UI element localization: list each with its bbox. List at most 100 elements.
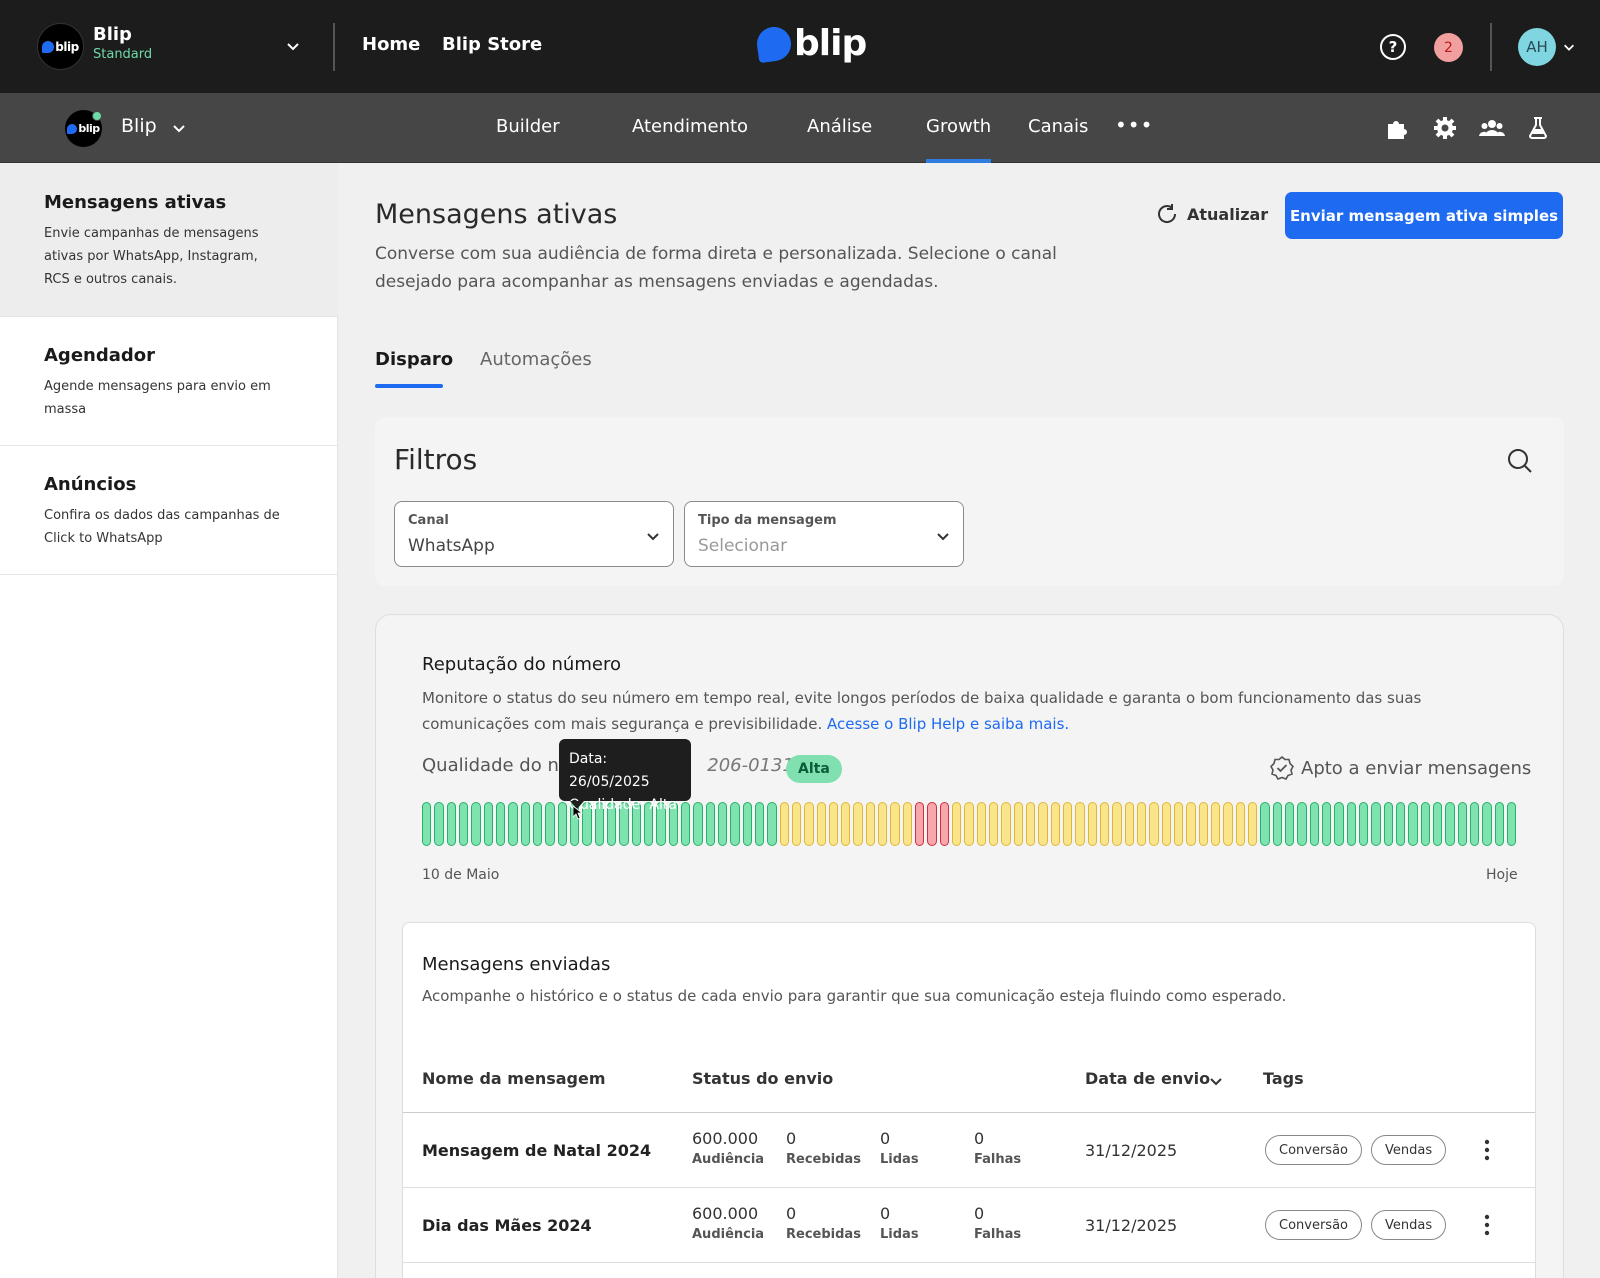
gear-icon[interactable] [1432,115,1458,141]
quality-bar-media[interactable] [1087,802,1098,846]
tipo-mensagem-select[interactable]: Tipo da mensagem Selecionar [684,501,964,567]
quality-bar-alta[interactable] [1395,802,1406,846]
quality-bar-alta[interactable] [532,802,543,846]
quality-bar-alta[interactable] [754,802,765,846]
quality-bar-media[interactable] [1223,802,1233,846]
quality-bar-media[interactable] [1186,802,1196,846]
tab-atendimento[interactable]: Atendimento [632,116,749,137]
chevron-down-icon[interactable] [171,120,187,136]
quality-bar-alta[interactable] [1284,802,1295,846]
quality-bar-media[interactable] [1198,802,1208,846]
quality-bar-alta[interactable] [434,802,444,846]
quality-bar-media[interactable] [841,802,851,846]
flask-icon[interactable] [1525,115,1551,141]
quality-bar-alta[interactable] [631,802,641,846]
quality-bar-alta[interactable] [767,802,777,846]
quality-bar-media[interactable] [779,802,789,846]
quality-bar-alta[interactable] [680,802,691,846]
org-logo[interactable]: blip [37,23,84,70]
quality-bar-media[interactable] [952,802,962,846]
tab-disparo[interactable]: Disparo [375,349,454,370]
quality-bar-media[interactable] [791,802,802,846]
quality-bar-media[interactable] [1075,802,1085,846]
quality-bar-media[interactable] [878,802,888,846]
quality-bar-baixa[interactable] [915,802,925,846]
send-simple-active-message-button[interactable]: Enviar mensagem ativa simples [1285,192,1563,239]
quality-bar-alta[interactable] [1408,802,1418,846]
quality-bar-media[interactable] [976,802,987,846]
quality-bar-alta[interactable] [1469,802,1480,846]
quality-bar-alta[interactable] [594,802,604,846]
quality-bar-alta[interactable] [742,802,752,846]
column-header-date[interactable]: Data de envio [1085,1069,1211,1088]
avatar[interactable]: AH [1518,28,1556,66]
quality-bar-baixa[interactable] [927,802,937,846]
more-icon[interactable]: ••• [1115,113,1154,137]
sidebar-item-mensagens-ativas[interactable]: Mensagens ativas Envie campanhas de mens… [0,164,338,317]
more-vertical-icon[interactable] [1483,1214,1491,1236]
quality-bar-media[interactable] [989,802,999,846]
quality-bar-alta[interactable] [458,802,469,846]
quality-bar-alta[interactable] [1260,802,1270,846]
more-vertical-icon[interactable] [1483,1139,1491,1161]
quality-bar-media[interactable] [1013,802,1024,846]
quality-bar-media[interactable] [804,802,814,846]
tab-builder[interactable]: Builder [496,116,560,137]
bot-name[interactable]: Blip [121,115,157,137]
tab-automacoes[interactable]: Automações [480,349,592,370]
quality-bar-alta[interactable] [1383,802,1393,846]
quality-bar-alta[interactable] [422,802,432,846]
help-circle-icon[interactable]: ? [1380,34,1406,60]
quality-bar-media[interactable] [1149,802,1159,846]
sidebar-item-agendador[interactable]: Agendador Agende mensagens para envio em… [0,317,338,446]
nav-blip-store-link[interactable]: Blip Store [442,34,543,55]
quality-bar-alta[interactable] [1494,802,1504,846]
tab-canais[interactable]: Canais [1028,116,1089,137]
quality-bar-alta[interactable] [1358,802,1369,846]
chevron-down-icon[interactable] [1562,40,1576,54]
sidebar-item-anuncios[interactable]: Anúncios Confira os dados das campanhas … [0,446,338,575]
quality-bar-media[interactable] [1247,802,1258,846]
nav-home-link[interactable]: Home [362,34,421,55]
quality-bar-alta[interactable] [705,802,715,846]
quality-bar-media[interactable] [1001,802,1011,846]
quality-bar-alta[interactable] [693,802,703,846]
quality-bar-alta[interactable] [508,802,518,846]
quality-bar-media[interactable] [1063,802,1073,846]
quality-bar-alta[interactable] [1309,802,1319,846]
quality-bar-alta[interactable] [1346,802,1356,846]
quality-bar-alta[interactable] [643,802,654,846]
quality-bar-media[interactable] [828,802,839,846]
notifications-badge[interactable]: 2 [1434,33,1463,62]
chevron-down-icon[interactable] [285,38,301,54]
help-link[interactable]: Acesse o Blip Help e saiba mais. [827,715,1070,733]
tab-growth[interactable]: Growth [926,116,992,137]
quality-bar-alta[interactable] [446,802,456,846]
quality-bar-alta[interactable] [1420,802,1430,846]
quality-bar-alta[interactable] [1506,802,1517,846]
quality-bar-alta[interactable] [1297,802,1307,846]
quality-bar-media[interactable] [1161,802,1172,846]
canal-select[interactable]: Canal WhatsApp [394,501,674,567]
puzzle-icon[interactable] [1384,115,1410,141]
org-switcher[interactable]: Blip Standard [93,24,152,62]
quality-bar-baixa[interactable] [939,802,950,846]
quality-bar-media[interactable] [865,802,876,846]
quality-bar-media[interactable] [964,802,974,846]
quality-bar-alta[interactable] [668,802,678,846]
brand-logo[interactable]: blip [754,25,867,64]
quality-bar-alta[interactable] [471,802,481,846]
quality-bar-media[interactable] [1038,802,1048,846]
quality-bar-alta[interactable] [495,802,506,846]
quality-bar-alta[interactable] [520,802,530,846]
quality-bar-alta[interactable] [1272,802,1282,846]
quality-bar-media[interactable] [1100,802,1110,846]
quality-bar-alta[interactable] [717,802,728,846]
quality-bar-media[interactable] [1112,802,1122,846]
quality-bar-alta[interactable] [1334,802,1344,846]
quality-bar-alta[interactable] [483,802,493,846]
quality-bar-media[interactable] [1174,802,1184,846]
table-row[interactable]: Mensagem de Natal 2024 600.000 Audiência … [403,1113,1535,1188]
quality-bar-media[interactable] [1235,802,1245,846]
quality-bar-media[interactable] [816,802,826,846]
